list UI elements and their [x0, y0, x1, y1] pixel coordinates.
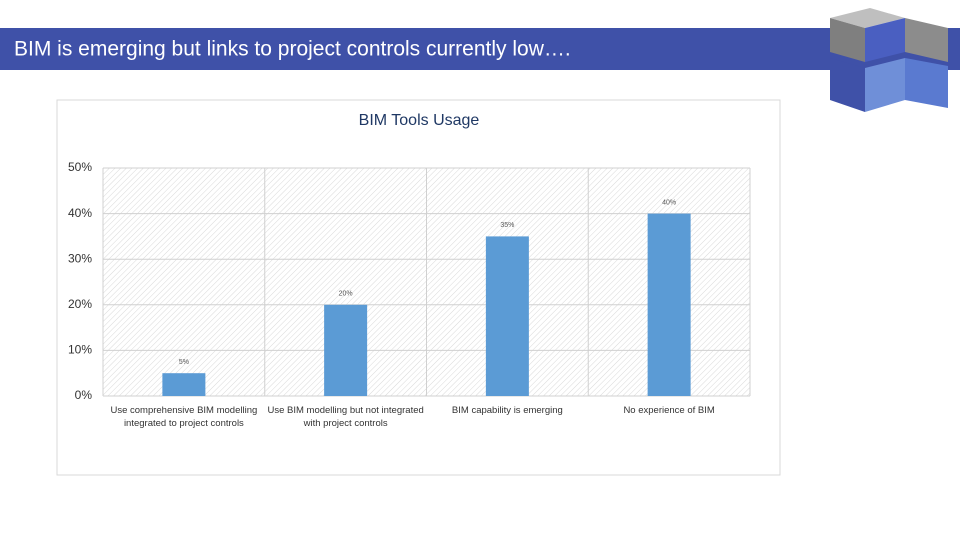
bar	[162, 373, 206, 396]
x-tick-label: BIM capability is emerging	[451, 405, 563, 416]
y-tick-label: 0%	[75, 388, 93, 402]
header-title: BIM is emerging but links to project con…	[14, 38, 571, 61]
y-tick-label: 50%	[68, 160, 92, 174]
y-tick-label: 20%	[68, 297, 92, 311]
bar	[647, 213, 691, 396]
x-tick-label: Use BIM modelling but not integrated wit…	[267, 405, 424, 429]
x-tick-label: Use comprehensive BIM modelling integrat…	[110, 405, 258, 429]
bar	[485, 236, 529, 396]
chart-title: BIM Tools Usage	[359, 112, 480, 129]
bar	[324, 304, 368, 396]
x-tick-label: No experience of BIM	[623, 405, 715, 416]
y-tick-label: 10%	[68, 343, 92, 357]
data-label: 40%	[662, 199, 676, 206]
data-label: 20%	[339, 291, 353, 298]
header-bar	[0, 28, 960, 70]
y-tick-label: 40%	[68, 206, 92, 220]
data-label: 5%	[179, 359, 189, 366]
y-tick-label: 30%	[68, 251, 92, 265]
data-label: 35%	[500, 222, 514, 229]
logo	[830, 8, 948, 112]
